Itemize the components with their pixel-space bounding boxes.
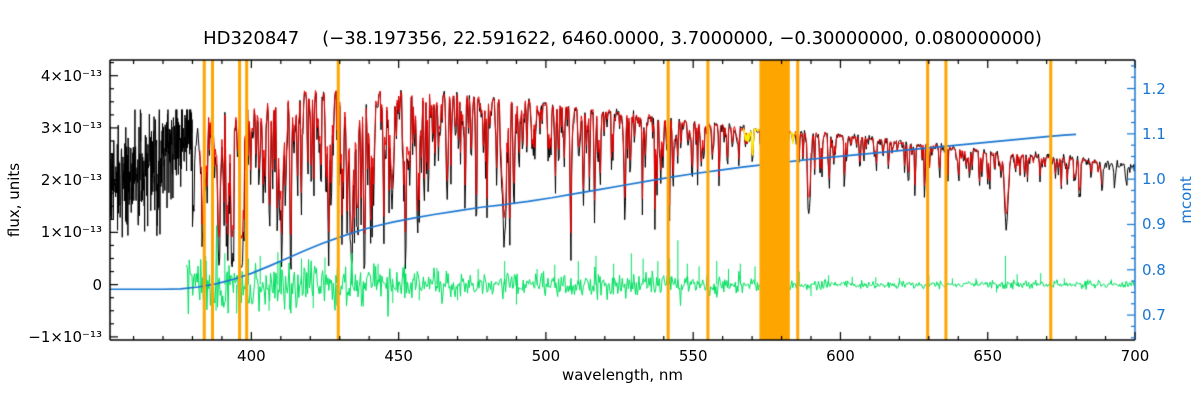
y-right-tick-label: 1.1 bbox=[1142, 124, 1166, 143]
x-tick-label: 600 bbox=[826, 347, 855, 365]
x-tick-label: 550 bbox=[678, 347, 708, 365]
x-axis-label: wavelength, nm bbox=[561, 366, 684, 384]
y-left-tick-label: 0 bbox=[92, 275, 102, 294]
y-right-tick-label: 0.9 bbox=[1142, 215, 1166, 234]
y-left-tick-label: 2×10⁻¹³ bbox=[40, 171, 102, 190]
x-tick-label: 450 bbox=[384, 347, 413, 365]
y-left-tick-label: 4×10⁻¹³ bbox=[40, 66, 102, 85]
y-right-tick-label: 1.0 bbox=[1142, 170, 1166, 189]
y-right-tick-label: 1.2 bbox=[1142, 79, 1166, 98]
y-right-tick-label: 0.8 bbox=[1142, 260, 1166, 279]
x-tick-label: 700 bbox=[1120, 347, 1150, 365]
plot-title: HD320847 (−38.197356, 22.591622, 6460.00… bbox=[203, 28, 1042, 49]
x-tick-label: 650 bbox=[973, 347, 1003, 365]
y-left-tick-label: 1×10⁻¹³ bbox=[40, 223, 102, 242]
y-left-tick-label: 3×10⁻¹³ bbox=[40, 118, 102, 137]
y-right-tick-label: 0.7 bbox=[1142, 306, 1166, 325]
x-tick-label: 500 bbox=[531, 347, 561, 365]
x-tick-label: 400 bbox=[237, 347, 266, 365]
y-left-tick-label: −1×10⁻¹³ bbox=[28, 327, 102, 346]
